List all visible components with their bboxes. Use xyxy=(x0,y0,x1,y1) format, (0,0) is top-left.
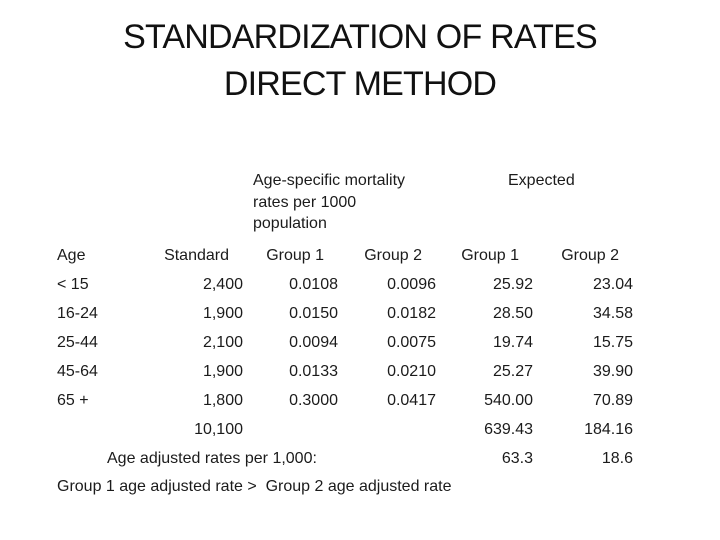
title-line-2: DIRECT METHOD xyxy=(223,65,497,103)
cell-standard: 2,100 xyxy=(202,334,243,351)
total-standard-population: 10,100 xyxy=(194,421,243,438)
cell-group2-expected: 15.75 xyxy=(592,334,633,351)
cell-standard: 1,900 xyxy=(202,363,243,380)
cell-group1-expected: 25.92 xyxy=(492,276,533,293)
expected-group-header: Expected xyxy=(508,172,575,189)
mortality-table: Age Standard Group 1 Group 2 Group 1 Gro… xyxy=(57,241,635,473)
cell-group2-rate: 0.0075 xyxy=(387,334,436,351)
cell-group2-expected: 39.90 xyxy=(592,363,633,380)
cell-group1-expected: 28.50 xyxy=(492,305,533,322)
cell-standard: 2,400 xyxy=(202,276,243,293)
total-group2-expected: 184.16 xyxy=(584,421,633,438)
cell-group2-expected: 70.89 xyxy=(592,392,633,409)
cell-group2-rate: 0.0210 xyxy=(387,363,436,380)
cell-standard: 1,900 xyxy=(202,305,243,322)
cell-group1-expected: 25.27 xyxy=(492,363,533,380)
cell-empty xyxy=(245,415,340,444)
column-header-group1-expected: Group 1 xyxy=(461,247,519,264)
rates-group-header-line1: Age-specific mortality xyxy=(253,172,406,189)
column-header-group2-expected: Group 2 xyxy=(561,247,619,264)
age-adjusted-rate-group1: 63.3 xyxy=(501,450,533,467)
cell-group2-rate: 0.0182 xyxy=(387,305,436,322)
rates-group-header: Age-specific mortality rates per 1000 po… xyxy=(253,170,405,235)
column-header-group2-rate: Group 2 xyxy=(364,247,422,264)
cell-group2-rate: 0.0417 xyxy=(387,392,436,409)
cell-group1-expected: 540.00 xyxy=(484,392,533,409)
rates-group-header-line3: population xyxy=(253,215,327,232)
cell-group1-rate: 0.0150 xyxy=(289,305,338,322)
title-line-1: STANDARDIZATION OF RATES xyxy=(123,18,598,56)
cell-group2-expected: 34.58 xyxy=(592,305,633,322)
cell-group1-expected: 19.74 xyxy=(492,334,533,351)
age-adjusted-rates-label: Age adjusted rates per 1,000: xyxy=(107,450,317,467)
column-header-age: Age xyxy=(57,247,86,264)
cell-group1-rate: 0.0094 xyxy=(289,334,338,351)
cell-group2-rate: 0.0096 xyxy=(387,276,436,293)
cell-age: 65 + xyxy=(57,392,89,409)
cell-group2-expected: 23.04 xyxy=(592,276,633,293)
cell-empty xyxy=(57,415,150,444)
cell-age: 45-64 xyxy=(57,363,98,380)
cell-age: < 15 xyxy=(57,276,89,293)
conclusion-text: Group 1 age adjusted rate > Group 2 age … xyxy=(57,478,452,495)
rates-group-header-line2: rates per 1000 xyxy=(253,193,357,211)
age-adjusted-rate-group2: 18.6 xyxy=(601,450,633,467)
total-group1-expected: 639.43 xyxy=(484,421,533,438)
cell-age: 25-44 xyxy=(57,334,98,351)
slide-title: STANDARDIZATION OF RATES DIRECT METHOD xyxy=(0,14,720,108)
cell-standard: 1,800 xyxy=(202,392,243,409)
column-header-group1-rate: Group 1 xyxy=(266,247,324,264)
column-header-standard: Standard xyxy=(164,247,229,264)
cell-age: 16-24 xyxy=(57,305,98,322)
cell-group1-rate: 0.3000 xyxy=(289,392,338,409)
cell-empty xyxy=(340,415,438,444)
cell-group1-rate: 0.0108 xyxy=(289,276,338,293)
cell-group1-rate: 0.0133 xyxy=(289,363,338,380)
